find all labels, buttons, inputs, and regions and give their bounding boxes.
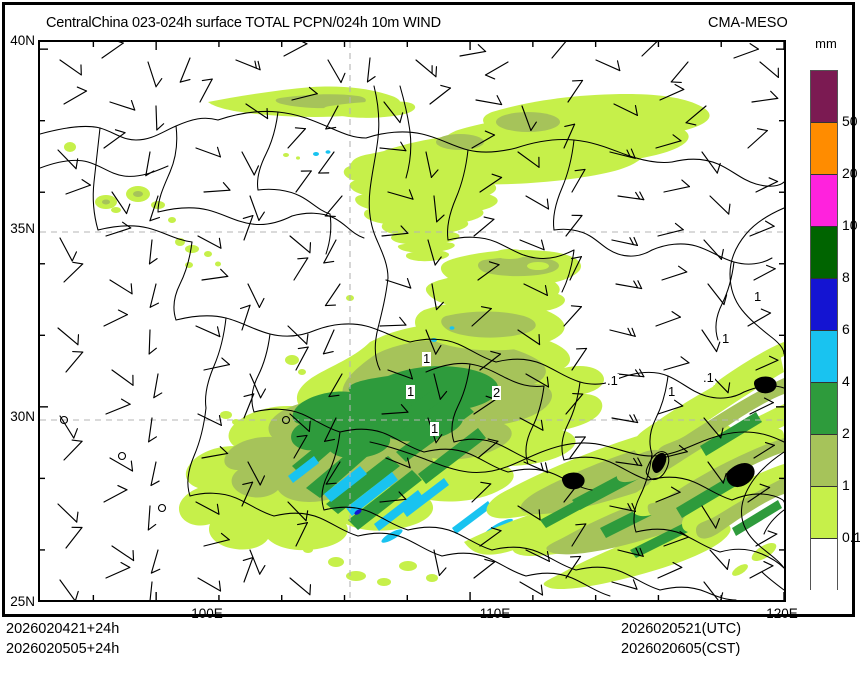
xaxis-tick-110e: 110E [479,606,511,621]
footer-valid-time-utc: 2026020521(UTC) [621,621,742,637]
colorbar-tick-label: 0.1 [842,529,860,545]
colorbar-tick-label: 1 [842,477,850,493]
colorbar[interactable] [810,70,838,591]
contour-label: 1 [430,421,440,436]
administrative-boundaries [40,85,784,600]
yaxis-tick-35n: 35N [10,221,35,236]
colorbar-tick-label: 20 [842,165,858,181]
xaxis-tick-120e: 120E [766,606,798,621]
colorbar-tick-label: 50 [842,113,858,129]
outer-border [2,2,855,617]
colorbar-tick-label: 6 [842,321,850,337]
footer-init-time-utc: 2026020421+24h [6,621,120,637]
contour-label: .1 [606,373,619,388]
colorbar-swatch [811,331,837,383]
colorbar-swatch [811,227,837,279]
colorbar-unit-label: mm [815,36,837,51]
colorbar-tick-label: 2 [842,425,850,441]
colorbar-swatch [811,71,837,123]
colorbar-swatch [811,175,837,227]
precipitation-shading [64,86,784,590]
yaxis-tick-40n: 40N [10,33,35,48]
colorbar-tick-label: 10 [842,217,858,233]
contour-label: 1 [406,384,416,399]
map-canvas [40,42,784,600]
colorbar-tick-label: 8 [842,269,850,285]
footer-valid-time-cst: 2026020605(CST) [621,641,741,657]
yaxis-tick-25n: 25N [10,594,35,609]
contour-label: 1 [667,384,677,399]
colorbar-swatch [811,435,837,487]
yaxis-tick-30n: 30N [10,409,35,424]
xaxis-tick-100e: 100E [191,606,223,621]
map-plot-area[interactable]: 1 1 2 1 1 .1 1 .1 1 [38,40,786,602]
contour-label: 1 [753,289,763,304]
contour-label: 1 [721,331,731,346]
contour-label: 2 [492,385,502,400]
colorbar-swatch [811,383,837,435]
colorbar-swatch [811,123,837,175]
colorbar-swatch [811,539,837,591]
wind-barbs [57,42,779,600]
contour-label: 1 [422,351,432,366]
model-label: CMA-MESO [708,15,788,31]
contour-label: .1 [702,370,715,385]
page-title: CentralChina 023-024h surface TOTAL PCPN… [46,15,441,31]
colorbar-swatch [811,487,837,539]
colorbar-tick-label: 4 [842,373,850,389]
colorbar-swatch [811,279,837,331]
footer-init-time-cst: 2026020505+24h [6,641,120,657]
